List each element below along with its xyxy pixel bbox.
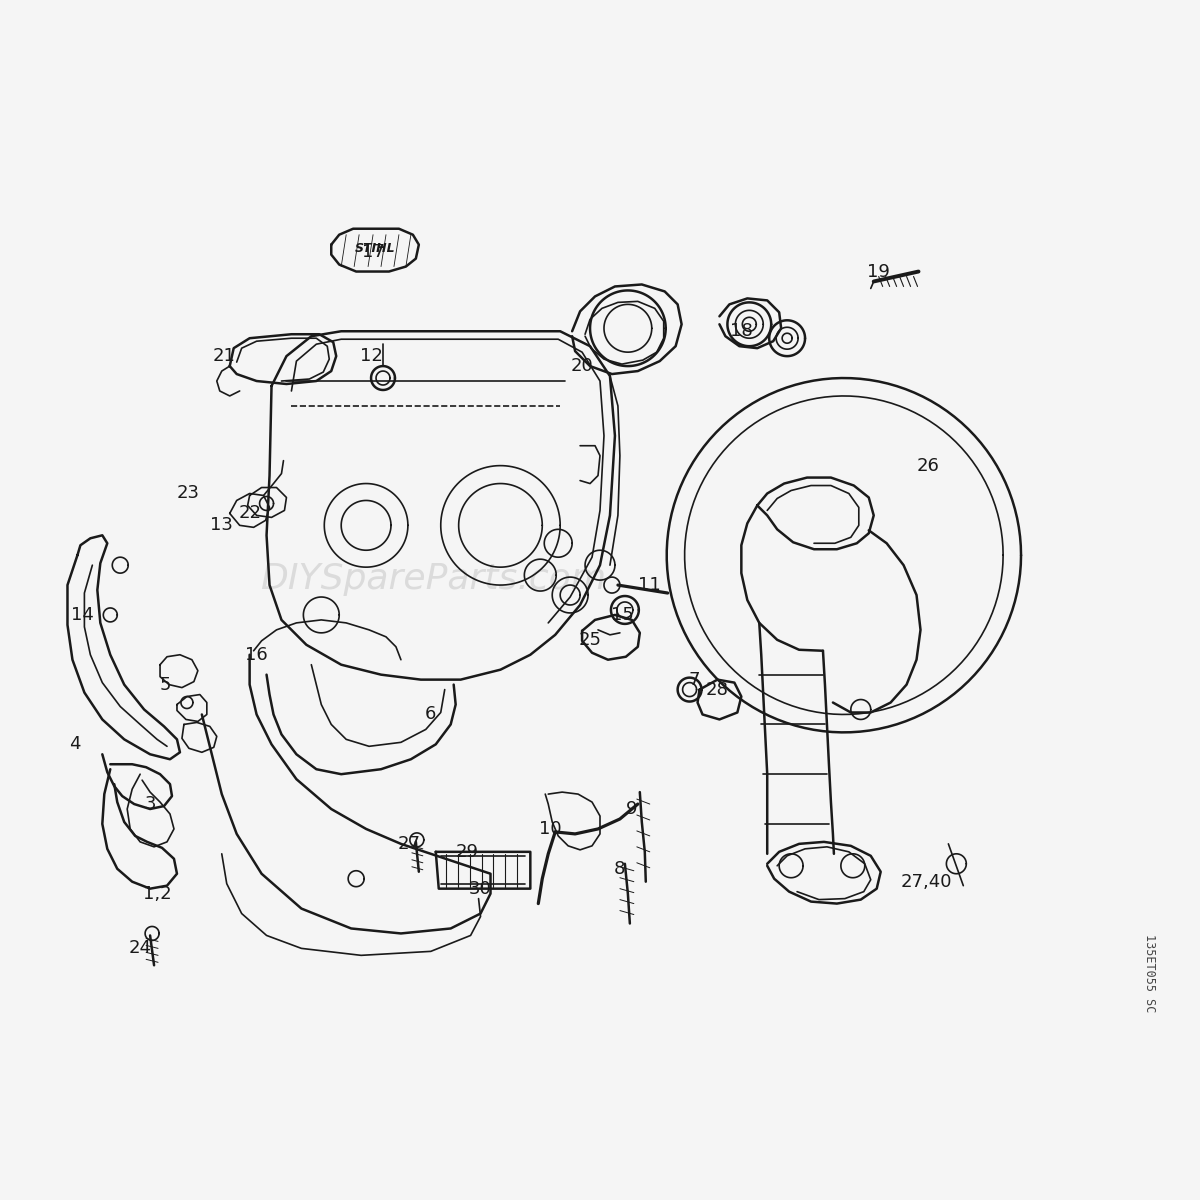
Text: 11: 11 [638,576,661,594]
Text: 5: 5 [160,676,170,694]
Text: 27: 27 [397,835,420,853]
Text: DIYSpareParts.com: DIYSpareParts.com [259,562,606,596]
Text: 20: 20 [571,358,594,376]
Text: 18: 18 [730,323,752,341]
Text: 1,2: 1,2 [143,884,172,902]
Text: 23: 23 [176,485,199,503]
Text: 29: 29 [456,842,479,860]
Text: 28: 28 [706,680,728,698]
Text: 17: 17 [361,242,384,260]
Text: 9: 9 [626,800,637,818]
Text: 24: 24 [128,940,151,958]
Text: 26: 26 [917,457,940,475]
Text: 7: 7 [689,671,701,689]
Text: STIHL: STIHL [355,242,395,256]
Text: 27,40: 27,40 [901,872,953,890]
Text: 21: 21 [212,347,235,365]
Text: 16: 16 [245,646,268,664]
Text: 30: 30 [469,880,492,898]
Text: 6: 6 [425,706,437,724]
Text: 13: 13 [210,516,233,534]
Text: 14: 14 [71,606,94,624]
Text: 12: 12 [360,347,383,365]
Text: 22: 22 [238,504,262,522]
Text: 25: 25 [578,631,601,649]
Text: 8: 8 [614,859,625,877]
Text: 15: 15 [612,606,635,624]
Text: 3: 3 [144,796,156,814]
Text: 4: 4 [68,736,80,754]
Text: 10: 10 [539,820,562,838]
Text: 135ET055 SC: 135ET055 SC [1142,934,1156,1013]
Text: 19: 19 [868,263,890,281]
